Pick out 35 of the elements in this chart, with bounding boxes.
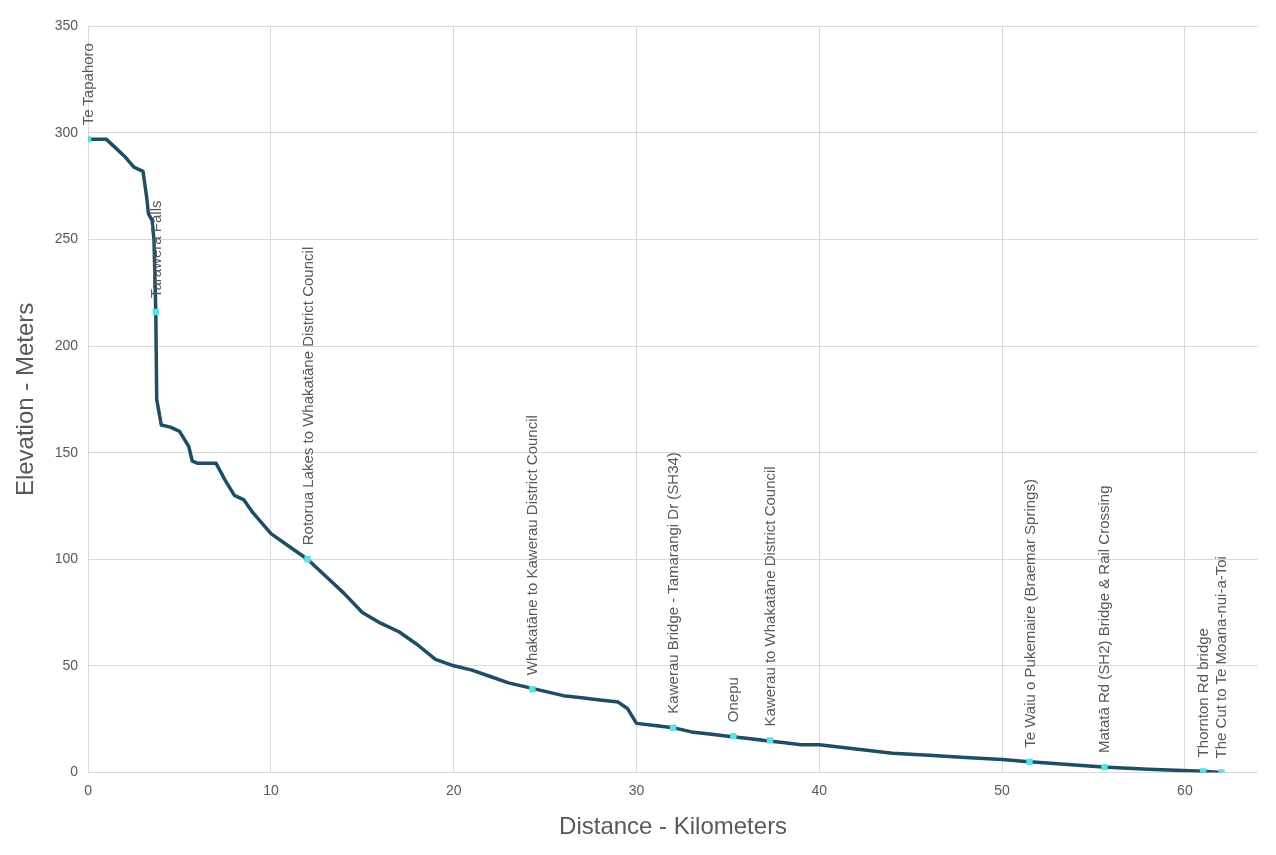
annotation: Kawerau to Whakatāne District Council [760,466,778,727]
y-tick-label: 150 [54,443,79,460]
annotation: Tarawera Falls [146,200,164,299]
y-tick-label: 50 [62,656,79,673]
y-tick-label: 100 [54,550,79,567]
y-tick-label: 250 [54,230,79,247]
annotation: Kawerau Bridge - Tamarangi Dr (SH34) [664,452,682,714]
x-tick-label: 10 [263,781,279,798]
annotation: Te Tapahoro [79,43,97,126]
annotation: Rotorua Lakes to Whakatāne District Council [298,246,316,546]
point [669,724,677,731]
point [1026,758,1033,765]
x-tick-label: 30 [628,781,645,798]
x-tick-label: 20 [445,781,462,798]
x-axis-title: Distance - Kilometers [559,812,788,840]
annotation: Whakatāne to Kawerau District Council [523,415,541,676]
annotation: The Cut to Te Moana-nui-a-Toi [1212,556,1230,759]
y-axis-title: Elevation - Meters [11,302,39,497]
y-tick-label: 0 [70,763,79,780]
x-tick-label: 60 [1177,781,1193,798]
x-tick-label: 50 [994,781,1011,798]
annotation: Matatā Rd (SH2) Bridge & Rail Crossing [1095,485,1113,754]
annotation: Onepu [724,677,742,723]
x-tick-label: 40 [811,781,828,798]
point [1101,763,1108,771]
x-tick-label: 0 [84,781,93,798]
y-tick-label: 300 [54,123,79,140]
point [766,737,774,744]
y-tick-label: 200 [54,336,79,353]
annotation: Te Waiu o Pukemaire (Braemar Springs) [1020,479,1038,748]
point [529,686,536,693]
y-tick-label: 350 [54,17,79,34]
point [304,556,311,563]
annotation: Thornton Rd bridge [1194,628,1212,758]
point [730,732,737,740]
